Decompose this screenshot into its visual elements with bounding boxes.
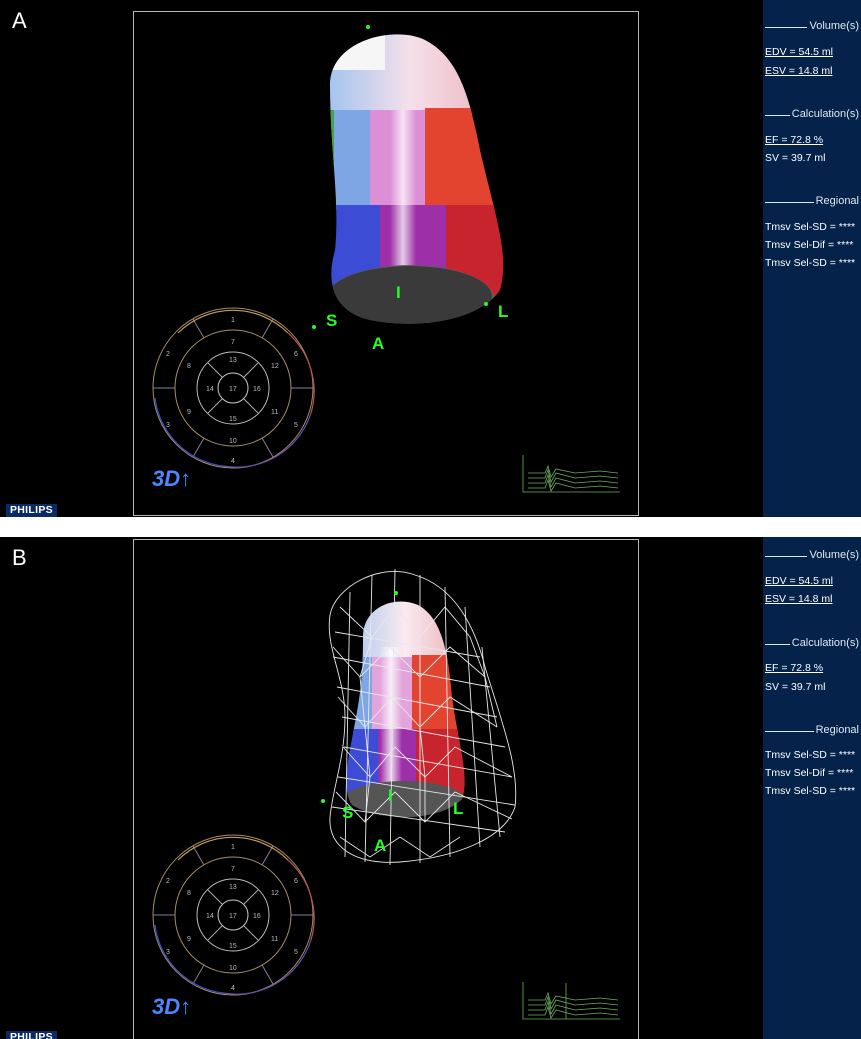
segment-12: 12 xyxy=(271,363,279,370)
3d-viewport[interactable] xyxy=(133,11,639,516)
segment-13: 13 xyxy=(229,884,237,891)
axis-label-i: I xyxy=(396,283,401,302)
axis-label-a: A xyxy=(374,836,386,855)
segment-16: 16 xyxy=(253,386,261,393)
segment-10: 10 xyxy=(229,438,237,445)
segment-4: 4 xyxy=(231,985,235,992)
segment-6: 6 xyxy=(294,351,298,358)
tmsv-sel-sd-value-2: Tmsv Sel-SD = **** xyxy=(765,257,856,269)
measurement-sidebar: Volume(s) EDV = 54.5 ml ESV = 14.8 ml Ca… xyxy=(763,0,861,517)
axis-label-s: S xyxy=(326,311,337,330)
segment-15: 15 xyxy=(229,416,237,423)
segment-8: 8 xyxy=(187,890,191,897)
segment-7: 7 xyxy=(231,339,235,346)
segment-17: 17 xyxy=(229,913,237,920)
axis-label-a: A xyxy=(372,334,384,353)
segment-17: 17 xyxy=(229,386,237,393)
segment-9: 9 xyxy=(187,936,191,943)
axis-label-l: L xyxy=(453,799,463,818)
wireframe-mesh xyxy=(328,568,517,866)
segment-13: 13 xyxy=(229,357,237,364)
segment-6: 6 xyxy=(294,878,298,885)
segment-16: 16 xyxy=(253,913,261,920)
axis-label-i: I xyxy=(388,786,393,805)
sv-value: SV = 39.7 ml xyxy=(765,681,826,693)
philips-logo: PHILIPS xyxy=(6,504,57,517)
panel-label: B xyxy=(12,545,27,570)
segment-5: 5 xyxy=(294,949,298,956)
lv-model-view: S I L A 1 2 3 4 5 6 7 8 9 10 11 12 xyxy=(152,25,620,493)
lv-surface-model xyxy=(346,601,465,818)
panel-b: S I L A 1 2 3 4 5 6 7 8 9 10 11 12 xyxy=(0,537,861,1039)
segment-12: 12 xyxy=(271,890,279,897)
bullseye-17-segment-icon[interactable]: 1 2 3 4 5 6 7 8 9 10 11 12 13 14 15 16 1… xyxy=(152,307,315,469)
segment-2: 2 xyxy=(166,351,170,358)
volumes-section-header: Volume(s) xyxy=(763,20,861,32)
ef-value[interactable]: EF = 72.8 % xyxy=(765,134,824,146)
segment-9: 9 xyxy=(187,409,191,416)
segment-14: 14 xyxy=(206,913,214,920)
segment-7: 7 xyxy=(231,866,235,873)
3d-logo-icon: 3D↑ xyxy=(152,466,192,491)
axis-label-l: L xyxy=(498,302,508,321)
3d-logo-icon: 3D↑ xyxy=(152,994,192,1019)
segment-1: 1 xyxy=(231,317,235,324)
edv-value[interactable]: EDV = 54.5 ml xyxy=(765,46,833,58)
volumes-section-header: Volume(s) xyxy=(763,549,861,561)
tmsv-sel-sd-value-2: Tmsv Sel-SD = **** xyxy=(765,785,856,797)
segment-14: 14 xyxy=(206,386,214,393)
segment-10: 10 xyxy=(229,965,237,972)
segment-3: 3 xyxy=(166,949,170,956)
segment-2: 2 xyxy=(166,878,170,885)
calculations-section-header: Calculation(s) xyxy=(763,108,861,120)
philips-logo: PHILIPS xyxy=(6,1031,57,1039)
segment-1: 1 xyxy=(231,844,235,851)
segment-11: 11 xyxy=(271,409,278,416)
tmsv-sel-dif-value: Tmsv Sel-Dif = **** xyxy=(765,239,854,251)
ef-value[interactable]: EF = 72.8 % xyxy=(765,662,824,674)
esv-value[interactable]: ESV = 14.8 ml xyxy=(765,65,833,77)
panel-label: A xyxy=(12,8,27,33)
sv-value: SV = 39.7 ml xyxy=(765,152,826,164)
esv-value[interactable]: ESV = 14.8 ml xyxy=(765,593,833,605)
measurement-sidebar: Volume(s) EDV = 54.5 ml ESV = 14.8 ml Ca… xyxy=(763,537,861,1039)
3d-viewport[interactable] xyxy=(133,539,639,1039)
tmsv-sel-dif-value: Tmsv Sel-Dif = **** xyxy=(765,767,854,779)
edv-value[interactable]: EDV = 54.5 ml xyxy=(765,575,833,587)
regional-section-header: Regional xyxy=(763,724,861,736)
regional-section-header: Regional xyxy=(763,195,861,207)
panel-a: S I L A 1 2 3 4 5 6 7 8 9 10 11 12 xyxy=(0,0,861,517)
calculations-section-header: Calculation(s) xyxy=(763,637,861,649)
segment-3: 3 xyxy=(166,422,170,429)
axis-label-s: S xyxy=(342,803,353,822)
segment-15: 15 xyxy=(229,943,237,950)
ecg-trace-icon xyxy=(522,455,620,493)
ecg-trace-icon xyxy=(522,982,620,1020)
segment-8: 8 xyxy=(187,363,191,370)
lv-model-view: S I L A 1 2 3 4 5 6 7 8 9 10 11 12 xyxy=(152,568,620,1020)
segment-5: 5 xyxy=(294,422,298,429)
tmsv-sel-sd-value: Tmsv Sel-SD = **** xyxy=(765,749,856,761)
tmsv-sel-sd-value: Tmsv Sel-SD = **** xyxy=(765,221,856,233)
segment-11: 11 xyxy=(271,936,278,943)
bullseye-17-segment-icon[interactable]: 1 2 3 4 5 6 7 8 9 10 11 12 13 14 15 16 1… xyxy=(152,834,315,996)
lv-surface-model xyxy=(330,34,504,324)
segment-4: 4 xyxy=(231,458,235,465)
